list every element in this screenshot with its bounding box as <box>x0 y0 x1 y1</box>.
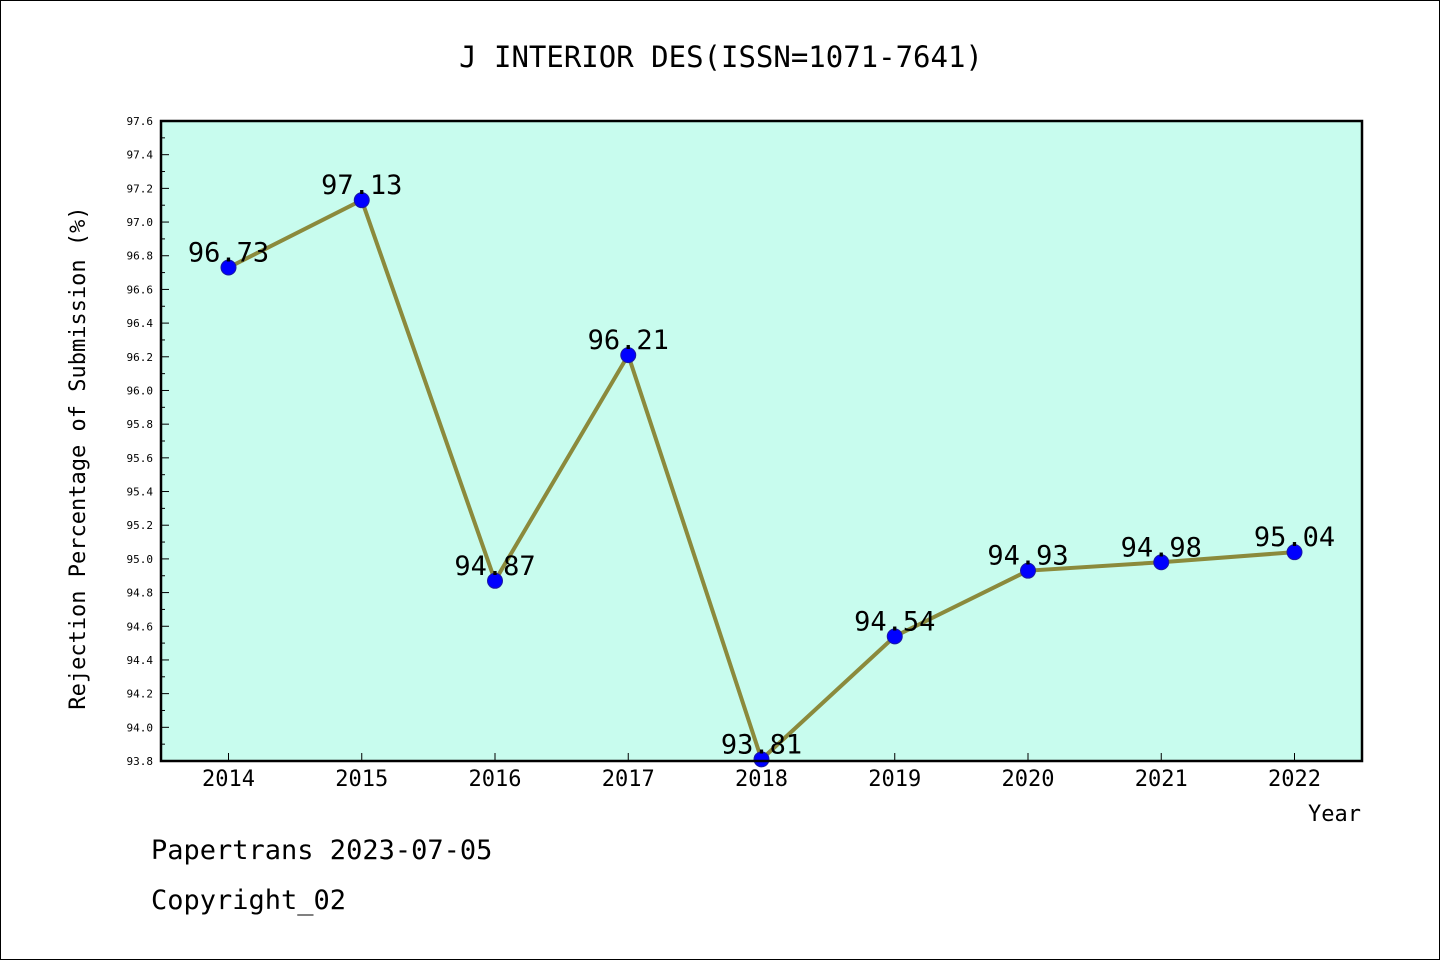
x-tick-label: 2019 <box>868 767 921 792</box>
y-tick-label: 95.4 <box>127 486 154 499</box>
y-tick-label: 96.4 <box>127 317 154 330</box>
chart-title: J INTERIOR DES(ISSN=1071-7641) <box>459 40 983 74</box>
y-tick-label: 94.6 <box>127 620 154 633</box>
x-tick-label: 2022 <box>1268 767 1321 792</box>
data-label: 93.81 <box>721 729 802 760</box>
y-tick-label: 95.8 <box>127 418 154 431</box>
y-tick-label: 95.6 <box>127 452 154 465</box>
data-point <box>1020 562 1036 579</box>
y-tick-label: 96.0 <box>127 384 154 397</box>
data-label: 97.13 <box>321 170 402 201</box>
data-labels: 96.73 97.13 94.87 96.21 93.81 94.54 94.93 94.98… <box>188 170 1335 760</box>
x-tick-label: 2018 <box>735 767 788 792</box>
y-tick-label: 93.8 <box>127 755 154 768</box>
data-label: 96.21 <box>588 325 669 356</box>
y-tick-label: 97.0 <box>127 216 154 229</box>
x-axis: 2014 2015 2016 2017 2018 2019 2020 2021 2022 <box>202 753 1321 792</box>
y-tick-label: 97.4 <box>127 149 154 162</box>
x-tick-label: 2017 <box>602 767 655 792</box>
data-point <box>353 192 370 209</box>
y-tick-label: 94.8 <box>127 587 154 600</box>
y-tick-label: 96.6 <box>127 283 154 296</box>
data-label: 94.54 <box>854 606 935 637</box>
x-tick-label: 2014 <box>202 767 255 792</box>
y-tick-label: 94.2 <box>127 688 154 701</box>
data-label: 94.98 <box>1121 532 1202 563</box>
data-label: 95.04 <box>1254 522 1335 553</box>
y-tick-label: 96.8 <box>127 250 154 263</box>
y-axis: 93.8 94.0 94.2 94.4 94.6 94.8 95.0 95.2 95.4 95.6… <box>127 115 169 768</box>
x-tick-label: 2015 <box>335 767 388 792</box>
y-tick-label: 96.2 <box>127 351 154 364</box>
data-point <box>753 751 770 768</box>
data-point <box>487 572 503 589</box>
data-point <box>620 347 637 364</box>
footer-copyright: Copyright_02 <box>151 885 347 916</box>
data-point <box>220 259 237 276</box>
y-tick-label: 97.6 <box>127 115 154 128</box>
y-axis-label: Rejection Percentage of Submission (%) <box>66 206 91 709</box>
series-line <box>220 192 1303 768</box>
plot-border <box>159 119 1364 763</box>
y-tick-label: 95.0 <box>127 553 154 566</box>
y-tick-label: 97.2 <box>127 182 154 195</box>
data-point <box>1286 544 1303 561</box>
x-tick-label: 2021 <box>1135 767 1188 792</box>
plot-area <box>161 121 1362 761</box>
y-tick-label: 94.4 <box>127 654 154 667</box>
x-tick-label: 2016 <box>469 767 522 792</box>
data-label: 96.73 <box>188 238 269 269</box>
x-axis-label: Year <box>1308 802 1361 827</box>
footer-date: Papertrans 2023-07-05 <box>151 835 493 866</box>
data-point <box>1153 554 1170 571</box>
y-tick-label: 94.0 <box>127 721 154 734</box>
x-tick-label: 2020 <box>1002 767 1055 792</box>
data-label: 94.87 <box>454 551 535 582</box>
y-tick-label: 95.2 <box>127 519 154 532</box>
data-point <box>886 628 903 645</box>
data-label: 94.93 <box>987 541 1068 572</box>
